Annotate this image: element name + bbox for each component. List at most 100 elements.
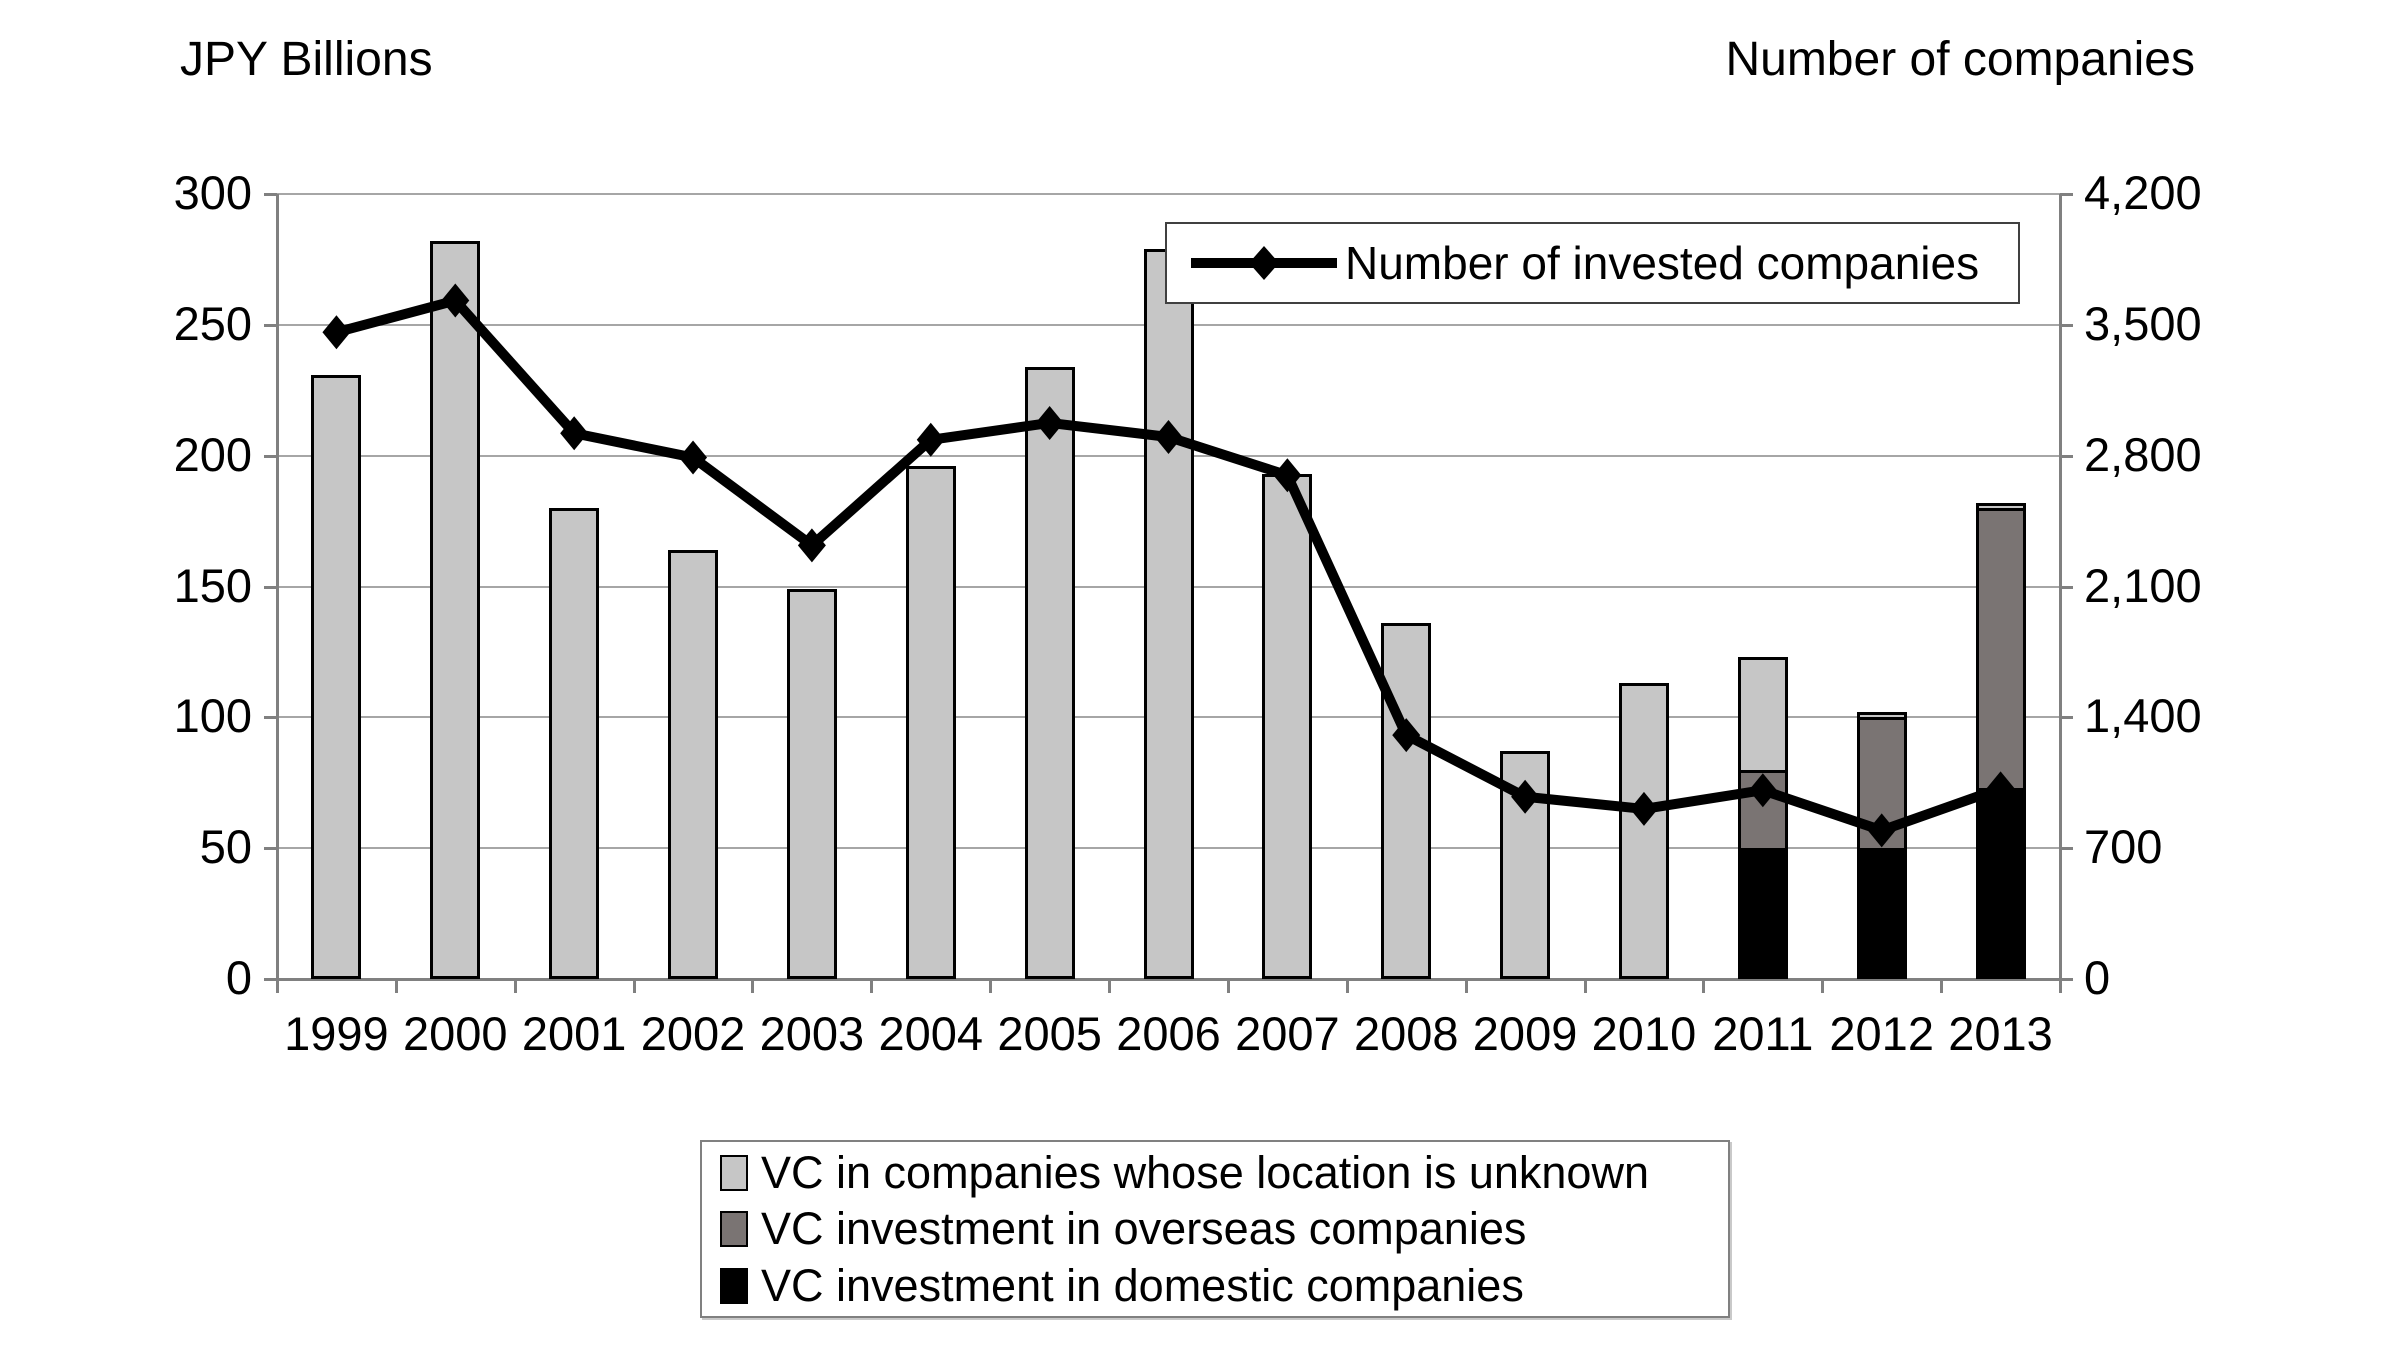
line-marker-2000 <box>441 283 470 318</box>
invested-companies-line-layer <box>322 283 2015 848</box>
left-axis-tick-label-150: 150 <box>173 558 252 612</box>
line-marker-sample-icon <box>1191 246 1337 280</box>
line-marker-2011 <box>1748 773 1777 808</box>
x-axis-tick-5 <box>870 979 874 993</box>
right-axis-tick-label-4,200: 4,200 <box>2084 166 2202 219</box>
bar-series-legend: VC in companies whose location is unknow… <box>700 1140 1730 1318</box>
line-marker-2003 <box>797 528 826 563</box>
left-axis-tick-label-100: 100 <box>173 689 252 743</box>
x-axis-tick-6 <box>989 979 993 993</box>
left-tick-300 <box>264 193 277 196</box>
line-marker-2007 <box>1273 458 1302 493</box>
x-axis-tick-11 <box>1583 979 1587 993</box>
right-tick-50 <box>2060 847 2073 851</box>
year-label-2011: 2011 <box>1712 1007 1814 1060</box>
x-axis-tick-14 <box>1940 979 1944 993</box>
right-tick-200 <box>2060 454 2073 458</box>
left-tick-250 <box>264 323 277 327</box>
left-axis-title: JPY Billions <box>180 33 433 86</box>
left-tick-0 <box>264 978 277 981</box>
left-tick-200 <box>264 454 277 458</box>
gridline-300 <box>277 193 2060 195</box>
legend-label-location-unknown: VC in companies whose location is unknow… <box>761 1146 1649 1198</box>
legend-item-domestic: VC investment in domestic companies <box>720 1260 1728 1312</box>
right-axis-title: Number of companies <box>1725 33 2195 86</box>
year-label-2010: 2010 <box>1591 1007 1697 1060</box>
year-label-2012: 2012 <box>1829 1007 1934 1060</box>
left-tick-50 <box>264 847 277 851</box>
year-label-2003: 2003 <box>759 1007 865 1060</box>
bar-2010-unknown <box>1618 683 1669 979</box>
line-marker-2005 <box>1035 405 1064 440</box>
line-marker-2009 <box>1511 779 1540 814</box>
bar-2008-unknown <box>1381 623 1432 979</box>
bar-2000-unknown <box>430 241 481 979</box>
bar-2001-unknown <box>549 508 600 979</box>
x-axis-tick-15 <box>2059 979 2062 993</box>
left-axis-line <box>276 194 279 993</box>
x-axis-tick-13 <box>1821 979 1825 993</box>
bar-2002-unknown <box>668 549 719 979</box>
bar-2003-unknown <box>786 589 837 979</box>
x-axis-tick-2 <box>513 979 517 993</box>
bar-2012-domestic <box>1856 848 1907 979</box>
line-marker-2010 <box>1629 791 1658 826</box>
legend-label-overseas: VC investment in overseas companies <box>761 1203 1527 1254</box>
legend-item-overseas: VC investment in overseas companies <box>720 1203 1728 1255</box>
left-tick-100 <box>264 716 277 720</box>
line-marker-2002 <box>679 440 708 475</box>
bar-2012-unknown <box>1856 712 1907 721</box>
x-axis-tick-4 <box>751 979 755 993</box>
x-axis-tick-8 <box>1226 979 1230 993</box>
year-label-2004: 2004 <box>878 1007 984 1060</box>
x-axis-tick-0 <box>276 979 279 993</box>
year-label-2000: 2000 <box>403 1007 508 1060</box>
right-tick-300 <box>2060 193 2073 196</box>
swatch-domestic-icon <box>720 1267 748 1304</box>
right-axis-tick-label-2,800: 2,800 <box>2084 427 2202 481</box>
year-label-2002: 2002 <box>640 1007 746 1060</box>
bar-2011-unknown <box>1737 657 1788 773</box>
line-marker-2013 <box>1986 771 2015 806</box>
year-label-1999: 1999 <box>284 1007 389 1060</box>
line-marker-2006 <box>1154 419 1183 454</box>
year-label-2007: 2007 <box>1235 1007 1340 1060</box>
left-axis-tick-label-50: 50 <box>199 820 252 874</box>
left-axis-tick-label-0: 0 <box>225 951 252 1004</box>
bar-2004-unknown <box>905 466 956 979</box>
bar-2013-unknown <box>1975 502 2026 511</box>
right-tick-250 <box>2060 323 2073 327</box>
bar-2013-overseas <box>1975 508 2026 791</box>
line-marker-2004 <box>916 422 945 457</box>
right-tick-150 <box>2060 585 2073 589</box>
x-axis-tick-7 <box>1108 979 1112 993</box>
line-marker-1999 <box>322 315 351 350</box>
x-axis-tick-9 <box>1345 979 1349 993</box>
line-marker-2012 <box>1867 813 1896 848</box>
bar-2005-unknown <box>1024 366 1075 979</box>
legend-item-location-unknown: VC in companies whose location is unknow… <box>720 1147 1728 1199</box>
x-axis-tick-3 <box>632 979 636 993</box>
year-label-2009: 2009 <box>1472 1007 1578 1060</box>
line-marker-2001 <box>560 416 589 451</box>
swatch-overseas-icon <box>720 1211 748 1247</box>
left-tick-150 <box>264 585 277 589</box>
legend-label-domestic: VC investment in domestic companies <box>761 1259 1524 1311</box>
year-label-2008: 2008 <box>1353 1007 1459 1060</box>
right-axis-tick-label-3,500: 3,500 <box>2084 296 2202 350</box>
x-axis-tick-1 <box>394 979 398 993</box>
bar-1999-unknown <box>311 374 362 979</box>
swatch-location-unknown-icon <box>720 1154 748 1191</box>
year-label-2005: 2005 <box>997 1007 1102 1060</box>
right-axis-tick-label-1,400: 1,400 <box>2084 689 2202 743</box>
line-marker-2008 <box>1392 718 1421 753</box>
invested-companies-line <box>335 295 2003 836</box>
left-axis-tick-label-300: 300 <box>173 166 252 219</box>
x-axis-tick-10 <box>1464 979 1468 993</box>
year-label-2006: 2006 <box>1116 1007 1221 1060</box>
bar-2007-unknown <box>1262 473 1313 979</box>
left-axis-tick-label-250: 250 <box>173 296 252 350</box>
right-axis-tick-label-700: 700 <box>2084 820 2163 874</box>
right-axis-line <box>2059 194 2062 993</box>
